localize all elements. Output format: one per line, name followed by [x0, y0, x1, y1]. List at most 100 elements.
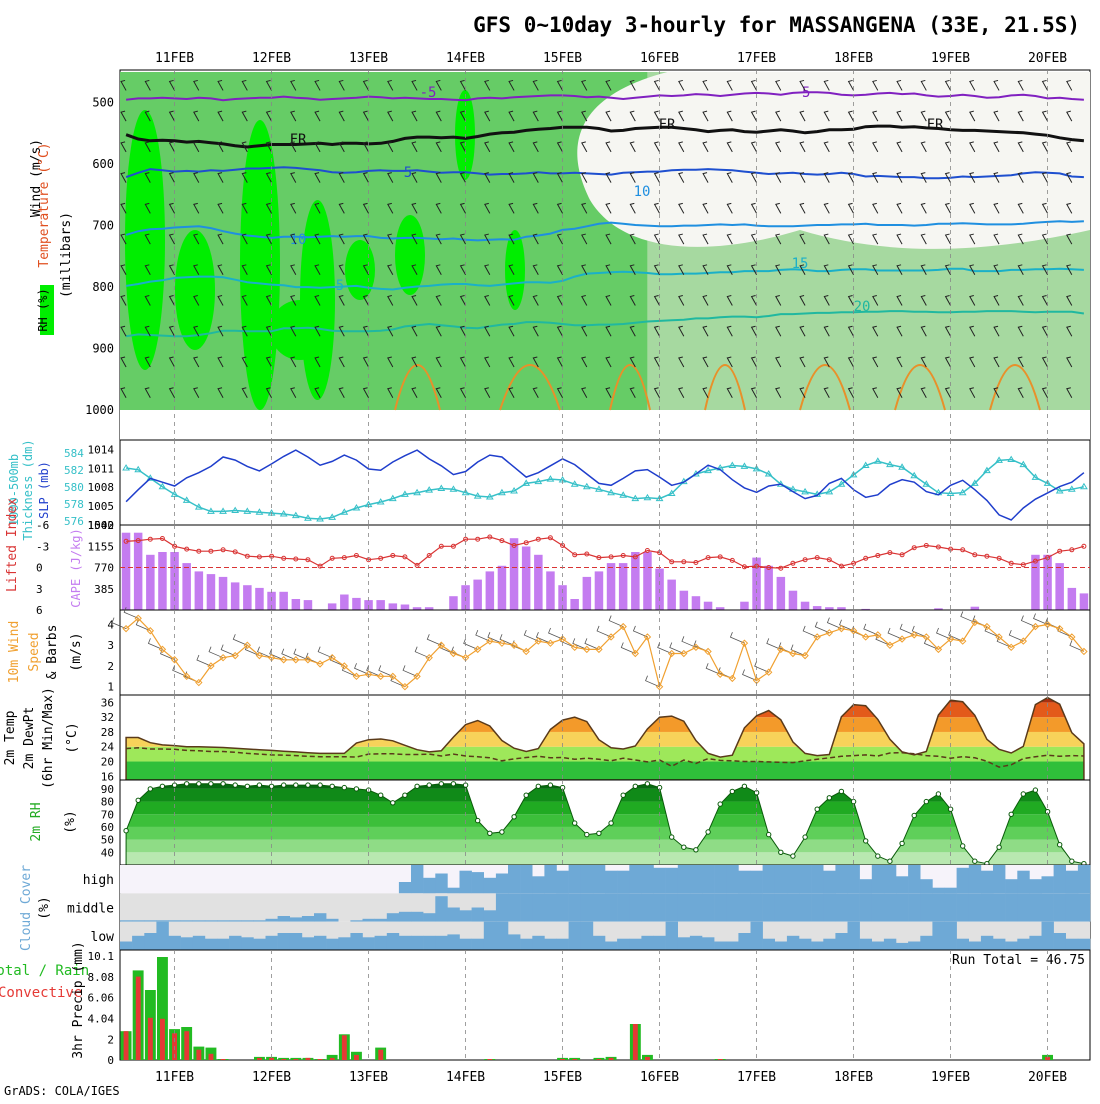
wind-barb — [1041, 172, 1048, 183]
warm-contour — [799, 364, 851, 411]
isotherm-label: 20 — [854, 299, 871, 315]
cloud-middle-bar — [556, 893, 569, 922]
date-label-bottom: 20FEB — [1028, 1070, 1067, 1085]
lifted-index-point — [208, 548, 214, 554]
cape-bar — [691, 596, 701, 610]
cape-bar — [182, 563, 191, 610]
wind-speed-point — [680, 649, 688, 658]
pressure-tick: 1000 — [85, 403, 114, 417]
wind-barb — [193, 110, 200, 122]
wind-barb — [944, 233, 952, 245]
lifted-index-point — [123, 538, 129, 544]
wind-barb — [847, 110, 855, 122]
precip-rain-bar — [341, 1035, 347, 1060]
wind-barb — [678, 325, 685, 337]
wind-barb — [265, 325, 273, 337]
wind-speed-point — [461, 653, 470, 662]
cloud-high-bar — [883, 865, 897, 894]
wind-barb — [1066, 325, 1073, 337]
cape-bar — [643, 552, 652, 610]
cloud-low-bar — [823, 938, 836, 950]
wind-barb — [387, 325, 394, 337]
slp-line — [125, 449, 1085, 521]
precip-total-bar — [326, 1054, 338, 1060]
wind-barb — [702, 356, 709, 368]
lifted-index-point — [341, 555, 347, 561]
thickness-point — [376, 498, 385, 505]
cloud-low-bar — [253, 938, 266, 950]
wind-barb-10m — [596, 625, 612, 638]
cape-bar — [473, 579, 482, 610]
wind-speed-point — [789, 649, 797, 658]
slp-tick: 1005 — [88, 500, 115, 513]
wind-barb — [265, 233, 273, 245]
cape-tick: 1155 — [88, 540, 115, 553]
wind-barb — [993, 325, 1000, 337]
date-label-bottom: 16FEB — [640, 1070, 679, 1085]
cloud-high-bar — [786, 865, 800, 894]
wind-barb — [241, 264, 248, 276]
cloud-middle-bar — [605, 893, 618, 922]
cloud-low-bar — [386, 933, 400, 950]
wind-barb — [1066, 264, 1073, 276]
thickness-point — [473, 492, 482, 499]
wind-speed-point — [752, 676, 761, 685]
warm-contour — [394, 364, 441, 411]
total-rain-label: Total / Rain — [0, 963, 89, 979]
wind-barb — [896, 233, 903, 245]
wind-speed-point — [801, 651, 809, 660]
wind-speed-point — [473, 645, 482, 654]
cape-bar — [412, 607, 422, 610]
lifted-index-point — [1057, 548, 1063, 554]
cloud-middle-bar — [774, 893, 788, 922]
wind-barb — [362, 202, 370, 214]
lifted-index-point — [196, 548, 202, 554]
wind-barb — [702, 325, 709, 337]
cloud-high-bar — [908, 865, 921, 894]
wind-barb-10m — [1069, 640, 1085, 652]
wind-barb — [241, 325, 248, 337]
lifted-index-point — [475, 536, 481, 542]
pressure-tick: 900 — [92, 342, 114, 356]
date-label-top: 19FEB — [931, 51, 970, 66]
wind-barb — [508, 233, 515, 245]
lifted-index-point — [814, 555, 820, 561]
wind-barb — [750, 325, 758, 337]
wind-barb — [847, 356, 855, 368]
thickness-point — [1007, 455, 1016, 463]
wind-barb-10m — [269, 648, 284, 661]
wind-barb — [605, 295, 612, 306]
lifted-index-point — [826, 557, 832, 563]
cape-bar — [121, 532, 131, 610]
wind-barb — [702, 233, 709, 245]
wind-barb — [217, 295, 224, 306]
profile-pressure-label: (millibars) — [59, 212, 74, 298]
rh-shade-saturated — [125, 110, 165, 370]
wind-barb — [969, 172, 976, 183]
lifted-index-point — [535, 536, 541, 542]
wind-barb — [799, 264, 806, 276]
thickness-point — [886, 460, 894, 468]
lifted-index-point — [426, 553, 432, 558]
date-label-bottom: 19FEB — [931, 1070, 970, 1085]
wind-barb-10m — [354, 663, 369, 675]
lifted-index-point — [159, 536, 165, 541]
wind-barb — [823, 79, 830, 91]
cloud-low-bar — [944, 921, 957, 950]
wind-barb — [265, 264, 273, 276]
wind-barb — [605, 202, 612, 214]
precip-rain-bar — [293, 1059, 299, 1060]
wind-speed-point — [813, 633, 821, 641]
wind-barb — [362, 141, 370, 153]
wind-barb — [1066, 233, 1073, 245]
wind-speed-point — [934, 645, 943, 654]
wind-barb — [629, 325, 636, 337]
wind-speed-point — [1019, 637, 1028, 645]
wind-barb — [338, 264, 345, 276]
precip-rain-bar — [378, 1049, 384, 1060]
wind-barb — [508, 110, 515, 122]
wind-barb — [120, 387, 127, 398]
cape-bar — [158, 552, 167, 610]
wind-barb-10m — [826, 617, 842, 630]
